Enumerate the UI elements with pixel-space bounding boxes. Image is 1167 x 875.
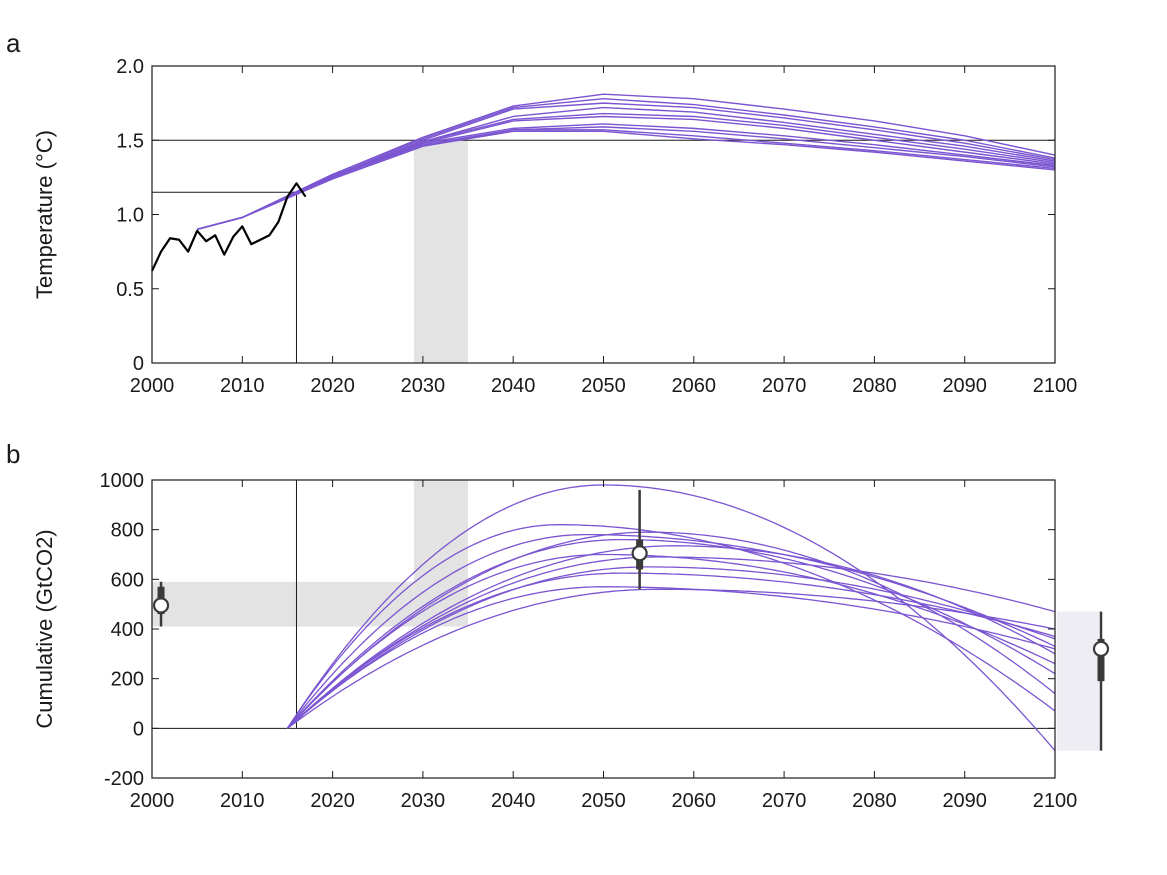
- panel-b-x-tick-label: 2070: [762, 790, 807, 812]
- panel-a-observed-line: [151, 182, 307, 272]
- panel-a-y-tick-label: 0: [133, 353, 144, 375]
- panel-a-x-tick-label: 2090: [942, 375, 987, 397]
- panel-b-scenario-line: [287, 588, 1056, 729]
- panel-a-y-tick-label: 0.5: [116, 279, 144, 301]
- panel-a-x-tick-label: 2040: [491, 375, 536, 397]
- panel-b-y-axis-title: Cumulative (GtCO2): [32, 529, 57, 728]
- panel-b-y-tick-label: 200: [111, 669, 144, 691]
- panel-b-x-tick-label: 2040: [491, 790, 536, 812]
- panel-b-scenario-line: [286, 556, 1056, 729]
- panel-b-scenario-line: [286, 533, 1056, 729]
- panel-b-scenario-line: [286, 538, 1056, 729]
- box-plot-median-marker: [152, 597, 170, 614]
- panel-b-x-tick-label: 2090: [942, 790, 987, 812]
- panel-a-x-tick-label: 2100: [1033, 375, 1078, 397]
- panel-b-scenario-line: [286, 586, 1056, 729]
- panel-b-y-tick-label: 0: [133, 718, 144, 740]
- panel-a-x-tick-label: 2030: [401, 375, 446, 397]
- panel-a-y-axis-title: Temperature (°C): [32, 130, 57, 299]
- panel-a-y-tick-label: 1.0: [116, 205, 144, 227]
- box-plot-box: [1097, 638, 1105, 682]
- box-plot-median-marker: [631, 545, 648, 562]
- panel-b-x-tick-label: 2100: [1033, 790, 1078, 812]
- panel-b-y-tick-label: 800: [111, 520, 144, 542]
- panel-b-x-tick-label: 2020: [310, 790, 355, 812]
- panel-b-letter: b: [6, 439, 20, 469]
- panel-a-y-tick-label: 1.5: [116, 130, 144, 152]
- panel-b-y-tick-label: 400: [111, 619, 144, 641]
- panel-b-x-tick-label: 2030: [401, 790, 446, 812]
- panel-a-y-tick-label: 2.0: [116, 56, 144, 78]
- panel-a-x-tick-label: 2020: [310, 375, 355, 397]
- panel-a-scenario-line: [196, 106, 1056, 231]
- panel-b-scenario-line: [286, 545, 1056, 729]
- panel-b-shaded-range: [152, 581, 414, 627]
- panel-a-x-tick-label: 2080: [852, 375, 897, 397]
- panel-a-x-tick-label: 2070: [762, 375, 807, 397]
- panel-b-x-tick-label: 2010: [220, 790, 265, 812]
- panel-b-scenario-line: [286, 524, 1056, 729]
- panel-a-x-tick-label: 2000: [130, 375, 175, 397]
- box-plot-median-marker: [1092, 640, 1110, 657]
- panel-a-x-tick-label: 2060: [672, 375, 717, 397]
- panel-b-scenario-line: [286, 484, 1056, 752]
- panel-a-x-tick-label: 2050: [581, 375, 626, 397]
- panel-a-x-tick-label: 2010: [220, 375, 265, 397]
- panel-b-x-tick-label: 2060: [672, 790, 717, 812]
- panel-b-y-tick-label: -200: [104, 768, 144, 790]
- panel-a-scenario-line: [196, 97, 1056, 231]
- panel-b-y-tick-label: 600: [111, 569, 144, 591]
- panel-b-y-tick-label: 1000: [100, 470, 145, 492]
- panel-b-x-tick-label: 2000: [130, 790, 175, 812]
- panel-b-x-tick-label: 2050: [581, 790, 626, 812]
- panel-a-scenario-line: [196, 123, 1056, 231]
- panel-b-scenario-line: [286, 572, 1056, 729]
- panel-a-shaded-period: [413, 140, 469, 363]
- panel-b-end-range-band: [1057, 611, 1099, 751]
- panel-b-plot-frame: [151, 479, 1056, 779]
- panel-a-scenario-line: [196, 112, 1056, 231]
- panel-a-scenario-line: [196, 102, 1056, 231]
- panel-b-scenario-line: [286, 531, 1056, 729]
- panel-b-x-tick-label: 2080: [852, 790, 897, 812]
- panel-a-plot-frame: [151, 65, 1056, 364]
- panel-b: b 2000 2010 2020 2030 2040 2050 2060 2070 2080 20…: [6, 439, 1110, 812]
- panel-a: a 2000 2010 2020 2030 2040 2050 2060 2070 2080 20…: [6, 28, 1077, 397]
- panel-b-scenario-line: [286, 566, 1056, 729]
- panel-b-shaded-range: [413, 480, 469, 627]
- panel-a-letter: a: [6, 28, 21, 58]
